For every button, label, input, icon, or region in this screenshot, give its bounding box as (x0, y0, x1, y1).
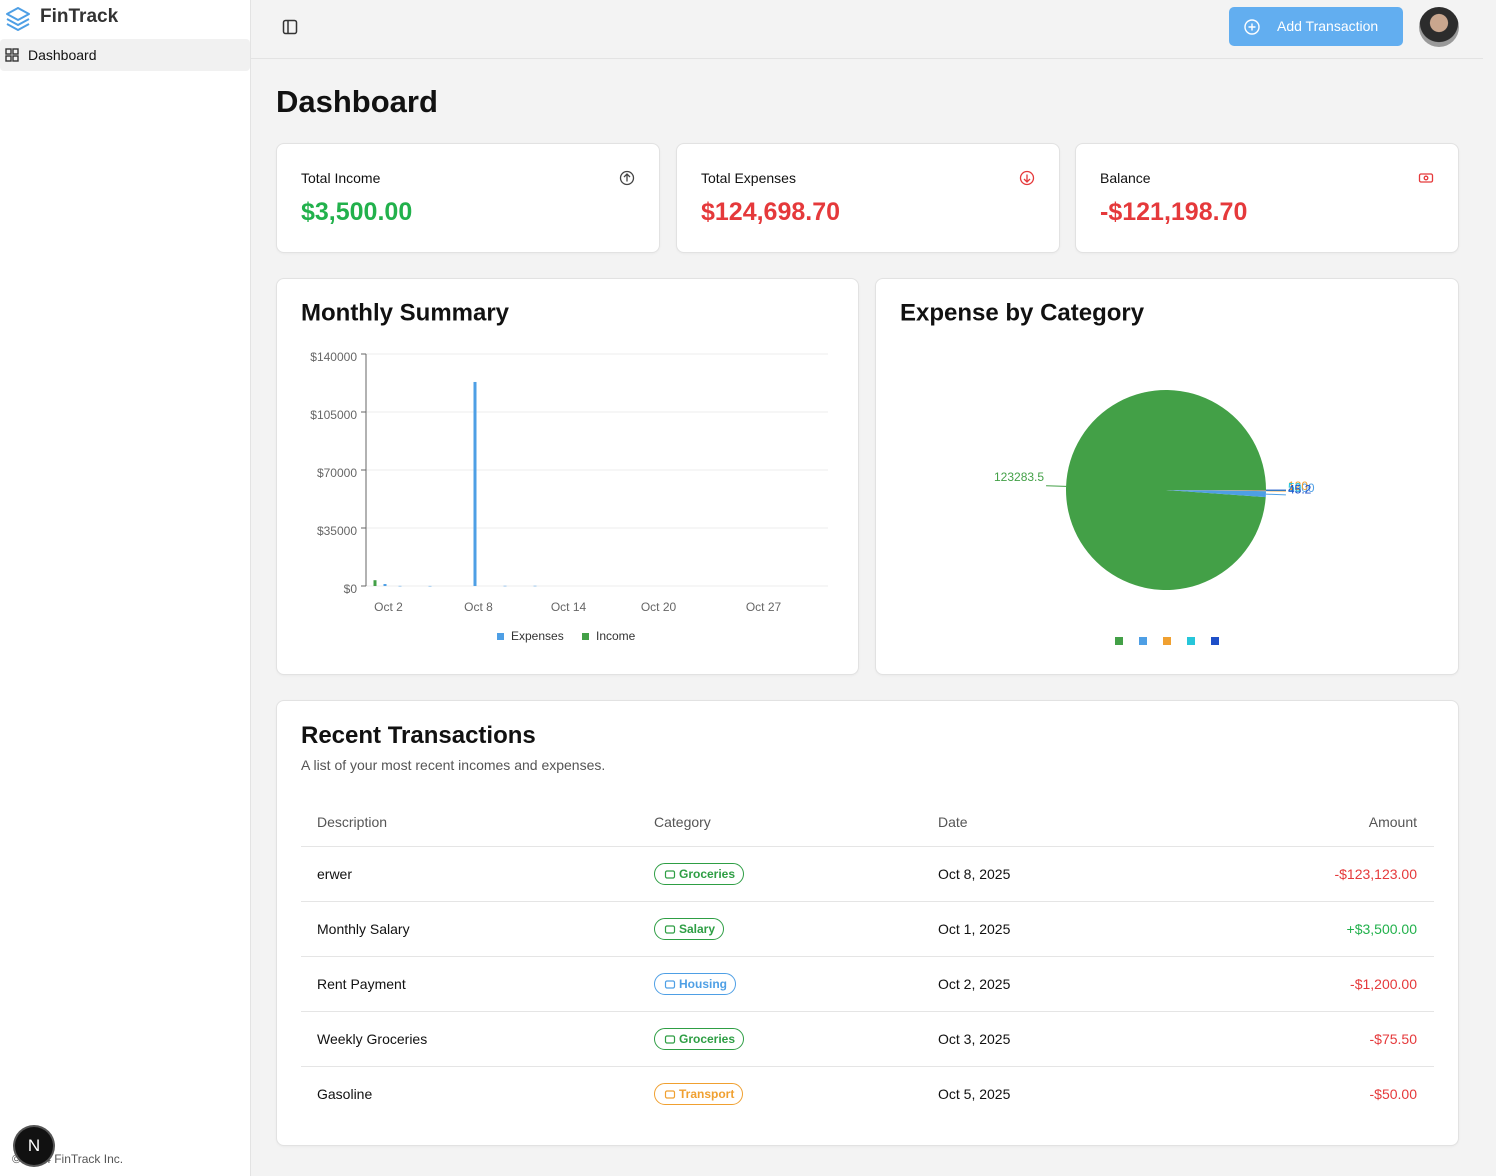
cell-description: Gasoline (317, 1086, 373, 1102)
stat-icon (619, 170, 635, 186)
stat-value: $3,500.00 (301, 198, 413, 226)
button-label: Add Transaction (1277, 18, 1379, 34)
transactions-card: Recent Transactions A list of your most … (276, 700, 1459, 1146)
header-border (251, 58, 1483, 59)
icon-coin (1423, 175, 1429, 181)
stat-value: $124,698.70 (701, 198, 841, 226)
badge-icon (664, 925, 676, 934)
plus-icon (1244, 19, 1260, 35)
cell-date: Oct 1, 2025 (938, 921, 1011, 937)
row-rule (301, 956, 1434, 957)
badge-icon (664, 1090, 676, 1099)
cell-amount: +$3,500.00 (1346, 921, 1417, 937)
cell-date: Oct 2, 2025 (938, 976, 1011, 992)
sidebar-toggle[interactable] (282, 19, 298, 35)
cell-amount: -$50.00 (1369, 1086, 1417, 1102)
category-badge: Housing (654, 973, 736, 995)
stat-label: Total Income (301, 170, 381, 186)
icon-ring (619, 170, 635, 186)
logo (6, 7, 30, 31)
stat-value: -$121,198.70 (1100, 198, 1248, 226)
cell-amount: -$123,123.00 (1334, 866, 1417, 882)
category-badge: Transport (654, 1083, 744, 1105)
row-rule (301, 1066, 1434, 1067)
expense-category-card (875, 278, 1459, 675)
nav-label: Dashboard (28, 47, 97, 63)
table-rule (301, 846, 1434, 847)
cell-description: Monthly Salary (317, 921, 410, 937)
icon-arrow (623, 173, 631, 182)
stat-card: Balance -$121,198.70 (1075, 143, 1459, 253)
monthly-summary-card (276, 278, 859, 675)
badge-icon (664, 980, 676, 989)
cell-date: Oct 8, 2025 (938, 866, 1011, 882)
stat-icon (1019, 170, 1035, 186)
column-header: Amount (1368, 814, 1417, 830)
row-rule (301, 1011, 1434, 1012)
stat-icon (1418, 173, 1434, 183)
icon-bill (1418, 173, 1434, 183)
stat-card: Total Expenses $124,698.70 (676, 143, 1060, 253)
transactions-subtitle: A list of your most recent incomes and e… (301, 757, 606, 773)
badge-icon (664, 1035, 676, 1044)
cell-date: Oct 3, 2025 (938, 1031, 1011, 1047)
column-header: Description (317, 814, 388, 830)
cell-amount: -$1,200.00 (1350, 976, 1417, 992)
category-badge: Groceries (654, 863, 745, 885)
icon-ring (1019, 170, 1035, 186)
stat-card: Total Income $3,500.00 (276, 143, 660, 253)
column-header: Category (654, 814, 711, 830)
avatar[interactable] (1419, 7, 1459, 47)
cell-date: Oct 5, 2025 (938, 1086, 1011, 1102)
nav-item[interactable]: Dashboard (0, 39, 250, 71)
category-badge: Salary (654, 918, 725, 940)
badge-icon (664, 870, 676, 879)
stat-label: Balance (1100, 170, 1151, 186)
brand: FinTrack (40, 6, 119, 27)
icon-arrow (1023, 174, 1031, 183)
cell-amount: -$75.50 (1369, 1031, 1417, 1047)
row-rule (301, 901, 1434, 902)
nav-icon (5, 48, 19, 62)
add-transaction-button[interactable]: Add Transaction (1229, 7, 1403, 46)
transactions-title: Recent Transactions (301, 722, 536, 749)
badge-icon-shape (664, 870, 676, 879)
badge-icon-shape (664, 980, 676, 989)
cell-description: Rent Payment (317, 976, 406, 992)
column-header: Date (938, 814, 968, 830)
badge-icon-shape (664, 1090, 676, 1099)
page-title: Dashboard (276, 84, 438, 119)
dev-badge[interactable]: N (15, 1127, 53, 1165)
cell-description: Weekly Groceries (317, 1031, 428, 1047)
category-badge: Groceries (654, 1028, 745, 1050)
badge-icon-shape (664, 925, 676, 934)
stat-label: Total Expenses (701, 170, 796, 186)
badge-icon-shape (664, 1035, 676, 1044)
sidebar: FinTrack Dashboard © 2024 FinTrack Inc. … (0, 0, 251, 1176)
cell-description: erwer (317, 866, 353, 882)
